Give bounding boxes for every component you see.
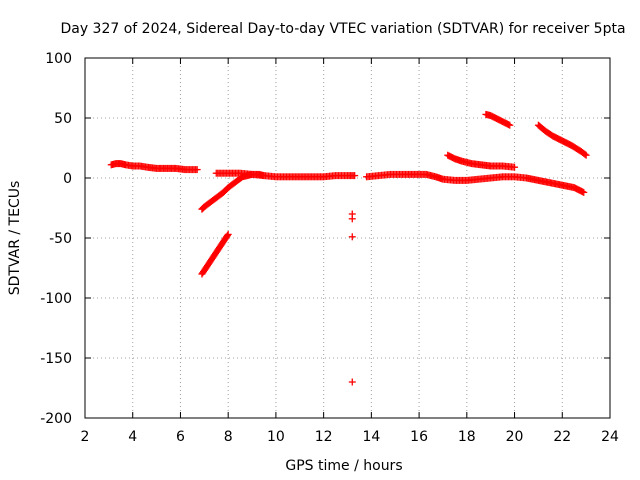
- y-tick-label: -100: [40, 291, 72, 307]
- x-tick-label: 2: [81, 429, 90, 445]
- x-tick-label: 8: [224, 429, 233, 445]
- data-point-arc-5: [348, 378, 356, 386]
- data-point-arc-5: [348, 233, 356, 241]
- y-tick-label: 100: [45, 51, 72, 67]
- x-tick-label: 6: [176, 429, 185, 445]
- data-point-arc-7: [511, 163, 519, 171]
- x-tick-label: 24: [601, 429, 619, 445]
- data-point-arc-3: [224, 230, 232, 238]
- y-tick-label: 50: [54, 111, 72, 127]
- x-tick-label: 18: [458, 429, 476, 445]
- data-point-arc-8: [506, 121, 514, 129]
- x-tick-label: 14: [362, 429, 380, 445]
- x-tick-label: 10: [267, 429, 285, 445]
- x-tick-label: 4: [128, 429, 137, 445]
- data-point-arc-9: [581, 150, 589, 158]
- x-tick-label: 20: [506, 429, 524, 445]
- x-tick-label: 16: [410, 429, 428, 445]
- axes: 2 4 6 8 10 12 14 16 18 20 22 24-200-150-100-5005010…: [40, 51, 619, 445]
- y-axis-label: SDTVAR / TECUs: [7, 181, 23, 296]
- x-axis-label: GPS time / hours: [285, 458, 402, 474]
- data-point-arc-4: [351, 172, 359, 180]
- y-tick-label: 0: [63, 171, 72, 187]
- data-point-arc-3: [223, 232, 231, 240]
- y-tick-label: -150: [40, 351, 72, 367]
- data-point-arc-1: [193, 166, 201, 174]
- y-tick-label: -50: [49, 231, 72, 247]
- chart-title: Day 327 of 2024, Sidereal Day-to-day VTE…: [60, 21, 625, 37]
- data-point-arc-5: [348, 215, 356, 223]
- data-point-arc-6: [580, 188, 588, 196]
- grid: [85, 58, 610, 418]
- x-tick-label: 12: [315, 429, 333, 445]
- x-tick-label: 22: [553, 429, 571, 445]
- y-tick-label: -200: [40, 411, 72, 427]
- data-points: [107, 110, 590, 386]
- data-point-arc-9: [582, 151, 590, 159]
